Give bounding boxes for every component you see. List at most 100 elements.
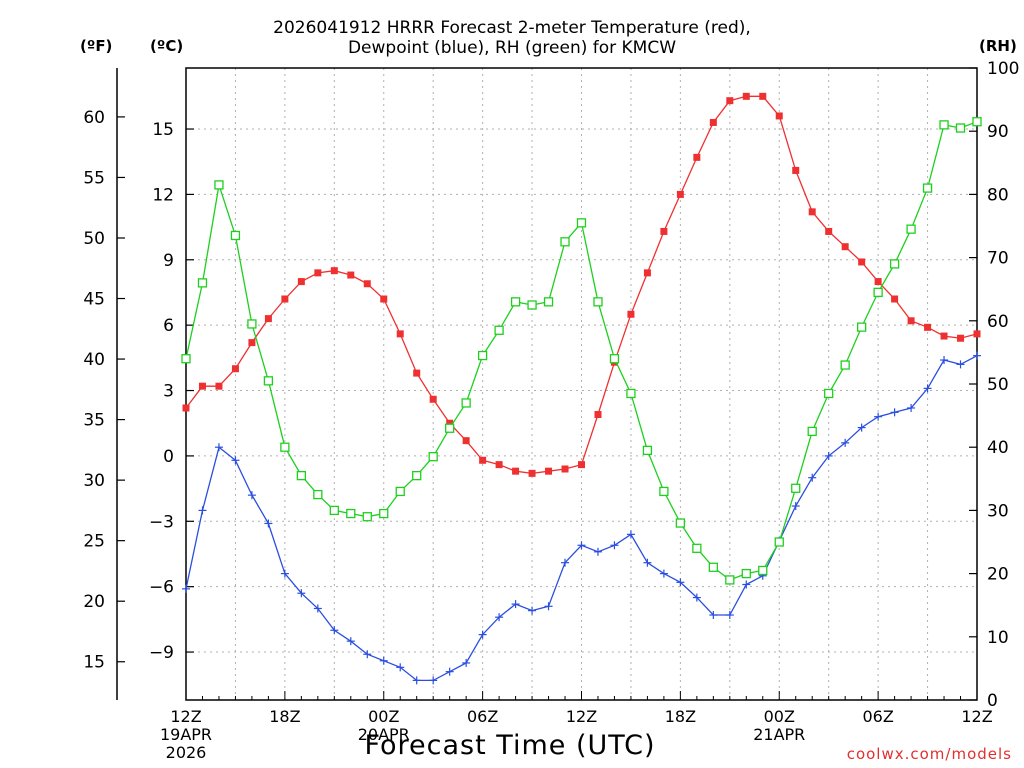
dewpoint-point (923, 384, 932, 393)
celsius-unit-label: (ºC) (150, 37, 184, 55)
rh-tick-label: 50 (987, 375, 1009, 395)
dewpoint-point (890, 408, 899, 417)
x-tick-label: 12Z (961, 707, 992, 726)
rh-tick-label: 0 (987, 691, 998, 711)
celsius-tick-label: 0 (163, 447, 174, 467)
fahrenheit-tick-label: 35 (83, 411, 105, 431)
temperature-point (561, 465, 569, 473)
temperature-point (874, 278, 882, 286)
dewpoint-point (808, 473, 817, 482)
dewpoint-point (478, 630, 487, 639)
rh-point (840, 360, 850, 370)
fahrenheit-tick-label: 60 (83, 108, 105, 128)
rh-point (692, 543, 702, 553)
temperature-point (825, 227, 833, 235)
temperature-point (495, 461, 503, 469)
dewpoint-point (659, 569, 668, 578)
x-tick-label: 21APR (753, 725, 805, 744)
rh-point (296, 470, 307, 481)
celsius-tick-label: −6 (149, 578, 174, 598)
dewpoint-point (346, 637, 355, 646)
rh-point (461, 398, 471, 408)
temperature-point (545, 467, 553, 475)
x-tick-label: 12Z (170, 707, 201, 726)
celsius-tick-label: 6 (163, 316, 174, 336)
dewpoint-point (857, 423, 866, 432)
temperature-point (215, 382, 223, 390)
dewpoint-point (214, 443, 223, 452)
rh-point (313, 489, 323, 500)
rh-point (329, 505, 339, 516)
temperature-point (330, 267, 338, 275)
rh-point (510, 297, 521, 307)
rh-point (856, 322, 867, 332)
rh-point (955, 123, 966, 133)
rh-tick-label: 30 (987, 501, 1009, 521)
temperature-point (841, 243, 849, 251)
x-tick-label: 06Z (862, 707, 893, 726)
celsius-tick-label: 3 (163, 382, 174, 402)
rh-tick-label: 100 (987, 59, 1019, 79)
rh-point (445, 423, 455, 433)
fahrenheit-tick-label: 25 (83, 532, 105, 552)
dewpoint-point (363, 650, 372, 659)
temperature-point (429, 395, 437, 403)
temperature-point (578, 461, 585, 469)
rh-point (889, 259, 900, 269)
rh-point (626, 388, 636, 399)
dewpoint-point (676, 578, 685, 587)
dewpoint-point (561, 558, 570, 567)
dewpoint-point (709, 611, 718, 620)
dewpoint-point (791, 502, 800, 511)
rh-point (362, 512, 372, 522)
rh-point (543, 297, 554, 307)
dewpoint-point (956, 360, 965, 369)
rh-point (609, 354, 620, 364)
dewpoint-point (198, 506, 207, 515)
dewpoint-point (462, 658, 471, 667)
rh-point (247, 319, 257, 329)
rh-point (708, 562, 718, 572)
temperature-point (759, 92, 767, 100)
dewpoint-point (495, 613, 504, 622)
rh-unit-label: (RH) (979, 37, 1017, 55)
dewpoint-point (544, 602, 553, 611)
rh-point (593, 297, 603, 307)
temperature-point (594, 411, 602, 419)
rh-point (428, 452, 438, 462)
temperature-point (973, 330, 981, 338)
temperature-point (347, 271, 355, 279)
temperature-point (643, 269, 651, 277)
rh-point (181, 354, 191, 364)
dewpoint-point (280, 569, 289, 578)
x-tick-label: 12Z (566, 707, 597, 726)
axes (116, 67, 978, 701)
rh-point (263, 376, 274, 386)
rh-point (873, 287, 883, 298)
temperature-point (742, 92, 750, 100)
tick-labels: −9 −6 −3 0 3 6 9 12 15 15 20 25 30 35 40 45 50 55 60 0 10 20 3… (83, 59, 1019, 762)
fahrenheit-tick-label: 15 (83, 653, 105, 673)
chart-title-line1: 2026041912 HRRR Forecast 2-meter Tempera… (273, 18, 751, 38)
rh-point (280, 442, 290, 452)
rh-tick-label: 20 (987, 565, 1009, 585)
temperature-point (446, 419, 454, 427)
temperature-point (512, 467, 520, 475)
temperature-point (479, 456, 487, 464)
rh-point (906, 224, 916, 234)
plot-frame (185, 67, 978, 701)
dewpoint-point (313, 604, 322, 613)
temperature-point (924, 323, 932, 331)
temperature-point (858, 258, 866, 266)
x-tick-label: 00Z (764, 707, 795, 726)
credit-text: coolwx.com/models (846, 745, 1012, 763)
rh-point (230, 230, 241, 241)
temperature-point (396, 330, 404, 338)
dewpoint-point (973, 351, 981, 360)
chart-title-line2: Dewpoint (blue), RH (green) for KMCW (347, 38, 677, 58)
temperature-point (627, 310, 635, 318)
dewpoint-point (593, 547, 602, 556)
x-tick-label: 00Z (368, 707, 399, 726)
series-rh (181, 117, 982, 585)
